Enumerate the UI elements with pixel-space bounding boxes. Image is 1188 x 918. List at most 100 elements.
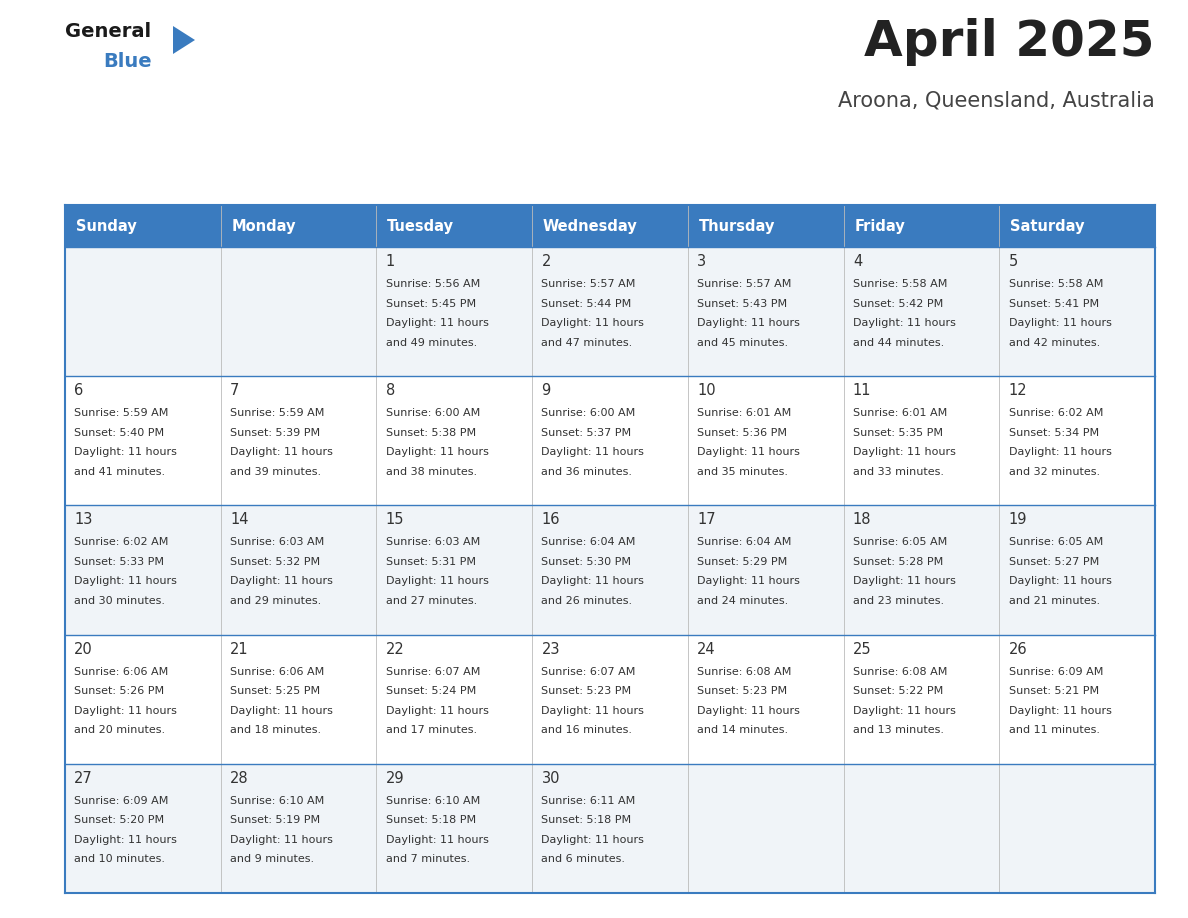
Text: Sunset: 5:24 PM: Sunset: 5:24 PM [386, 686, 476, 696]
Text: and 35 minutes.: and 35 minutes. [697, 466, 788, 476]
FancyBboxPatch shape [221, 376, 377, 506]
FancyBboxPatch shape [843, 205, 999, 247]
Text: 30: 30 [542, 771, 560, 786]
FancyBboxPatch shape [688, 506, 843, 634]
Text: 13: 13 [75, 512, 93, 528]
FancyBboxPatch shape [65, 634, 221, 764]
Text: Sunrise: 5:59 AM: Sunrise: 5:59 AM [230, 409, 324, 419]
Text: and 45 minutes.: and 45 minutes. [697, 338, 789, 348]
Text: 20: 20 [75, 642, 93, 656]
Text: 8: 8 [386, 383, 396, 398]
Text: and 29 minutes.: and 29 minutes. [230, 596, 321, 606]
FancyBboxPatch shape [999, 247, 1155, 376]
FancyBboxPatch shape [688, 376, 843, 506]
Text: 26: 26 [1009, 642, 1028, 656]
Text: and 13 minutes.: and 13 minutes. [853, 725, 944, 735]
Text: Sunrise: 6:00 AM: Sunrise: 6:00 AM [542, 409, 636, 419]
Text: Daylight: 11 hours: Daylight: 11 hours [386, 577, 488, 587]
Text: and 42 minutes.: and 42 minutes. [1009, 338, 1100, 348]
Text: 24: 24 [697, 642, 716, 656]
Text: Daylight: 11 hours: Daylight: 11 hours [853, 318, 956, 328]
Text: Daylight: 11 hours: Daylight: 11 hours [230, 706, 333, 716]
FancyBboxPatch shape [377, 205, 532, 247]
Text: Daylight: 11 hours: Daylight: 11 hours [75, 577, 177, 587]
Text: and 18 minutes.: and 18 minutes. [230, 725, 321, 735]
Text: Sunset: 5:34 PM: Sunset: 5:34 PM [1009, 428, 1099, 438]
Text: Sunrise: 5:56 AM: Sunrise: 5:56 AM [386, 279, 480, 289]
Text: and 14 minutes.: and 14 minutes. [697, 725, 789, 735]
Text: Sunrise: 6:01 AM: Sunrise: 6:01 AM [697, 409, 791, 419]
Text: 7: 7 [230, 383, 240, 398]
FancyBboxPatch shape [532, 205, 688, 247]
Text: and 10 minutes.: and 10 minutes. [75, 855, 165, 865]
Text: Sunset: 5:42 PM: Sunset: 5:42 PM [853, 298, 943, 308]
Text: 29: 29 [386, 771, 404, 786]
Text: Daylight: 11 hours: Daylight: 11 hours [1009, 706, 1112, 716]
Text: Daylight: 11 hours: Daylight: 11 hours [1009, 577, 1112, 587]
Text: 18: 18 [853, 512, 872, 528]
FancyBboxPatch shape [377, 634, 532, 764]
Text: Sunrise: 6:06 AM: Sunrise: 6:06 AM [230, 666, 324, 677]
FancyBboxPatch shape [532, 506, 688, 634]
FancyBboxPatch shape [532, 376, 688, 506]
Text: 10: 10 [697, 383, 716, 398]
Text: Sunrise: 5:58 AM: Sunrise: 5:58 AM [853, 279, 947, 289]
Text: Sunrise: 6:10 AM: Sunrise: 6:10 AM [230, 796, 324, 806]
Text: Sunrise: 6:02 AM: Sunrise: 6:02 AM [1009, 409, 1102, 419]
Text: Sunrise: 6:03 AM: Sunrise: 6:03 AM [386, 537, 480, 547]
Text: 3: 3 [697, 254, 707, 269]
FancyBboxPatch shape [999, 376, 1155, 506]
FancyBboxPatch shape [532, 247, 688, 376]
Text: Daylight: 11 hours: Daylight: 11 hours [542, 447, 644, 457]
Text: Sunset: 5:18 PM: Sunset: 5:18 PM [542, 815, 632, 825]
Text: and 38 minutes.: and 38 minutes. [386, 466, 476, 476]
Text: Sunset: 5:18 PM: Sunset: 5:18 PM [386, 815, 476, 825]
FancyBboxPatch shape [65, 247, 221, 376]
Text: 21: 21 [230, 642, 248, 656]
Text: Sunrise: 6:08 AM: Sunrise: 6:08 AM [697, 666, 791, 677]
Text: Daylight: 11 hours: Daylight: 11 hours [853, 447, 956, 457]
Text: Sunset: 5:41 PM: Sunset: 5:41 PM [1009, 298, 1099, 308]
Text: 11: 11 [853, 383, 872, 398]
FancyBboxPatch shape [999, 205, 1155, 247]
Text: 9: 9 [542, 383, 551, 398]
Text: Sunset: 5:23 PM: Sunset: 5:23 PM [697, 686, 788, 696]
Text: Saturday: Saturday [1010, 218, 1085, 233]
Text: and 30 minutes.: and 30 minutes. [75, 596, 165, 606]
Text: Sunset: 5:33 PM: Sunset: 5:33 PM [75, 557, 164, 567]
Text: 12: 12 [1009, 383, 1028, 398]
Text: Sunrise: 6:06 AM: Sunrise: 6:06 AM [75, 666, 169, 677]
Text: 19: 19 [1009, 512, 1028, 528]
Text: Tuesday: Tuesday [387, 218, 454, 233]
Text: 5: 5 [1009, 254, 1018, 269]
FancyBboxPatch shape [532, 634, 688, 764]
FancyBboxPatch shape [377, 376, 532, 506]
Text: and 32 minutes.: and 32 minutes. [1009, 466, 1100, 476]
FancyBboxPatch shape [377, 247, 532, 376]
FancyBboxPatch shape [843, 376, 999, 506]
Text: Sunset: 5:25 PM: Sunset: 5:25 PM [230, 686, 321, 696]
Text: Daylight: 11 hours: Daylight: 11 hours [542, 706, 644, 716]
Text: Daylight: 11 hours: Daylight: 11 hours [386, 318, 488, 328]
Text: Daylight: 11 hours: Daylight: 11 hours [697, 318, 800, 328]
Text: Sunrise: 6:10 AM: Sunrise: 6:10 AM [386, 796, 480, 806]
Text: Daylight: 11 hours: Daylight: 11 hours [386, 834, 488, 845]
Text: Daylight: 11 hours: Daylight: 11 hours [1009, 447, 1112, 457]
Text: and 41 minutes.: and 41 minutes. [75, 466, 165, 476]
Text: and 11 minutes.: and 11 minutes. [1009, 725, 1100, 735]
Text: Sunset: 5:32 PM: Sunset: 5:32 PM [230, 557, 321, 567]
Text: Daylight: 11 hours: Daylight: 11 hours [542, 318, 644, 328]
FancyBboxPatch shape [843, 634, 999, 764]
Text: Daylight: 11 hours: Daylight: 11 hours [1009, 318, 1112, 328]
Text: Sunset: 5:28 PM: Sunset: 5:28 PM [853, 557, 943, 567]
Text: Sunrise: 6:07 AM: Sunrise: 6:07 AM [386, 666, 480, 677]
Text: and 7 minutes.: and 7 minutes. [386, 855, 470, 865]
FancyBboxPatch shape [999, 764, 1155, 893]
Text: Sunset: 5:21 PM: Sunset: 5:21 PM [1009, 686, 1099, 696]
Text: 4: 4 [853, 254, 862, 269]
Text: April 2025: April 2025 [865, 18, 1155, 66]
Text: and 26 minutes.: and 26 minutes. [542, 596, 633, 606]
FancyBboxPatch shape [688, 205, 843, 247]
Polygon shape [173, 26, 195, 54]
Text: Sunrise: 6:04 AM: Sunrise: 6:04 AM [542, 537, 636, 547]
